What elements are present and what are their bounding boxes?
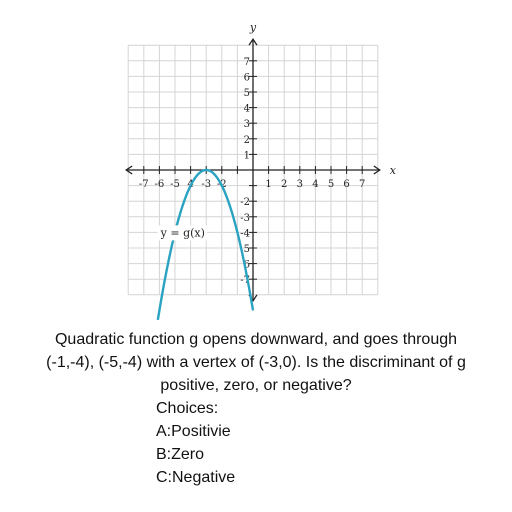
question-block: Quadratic function g opens downward, and… <box>20 328 492 489</box>
x-axis-arrow-left <box>125 165 133 175</box>
choice-c: C:Negative <box>156 469 236 486</box>
y-tick-label: 5 <box>244 88 250 99</box>
parabola-curve <box>156 168 255 320</box>
question-line-1: Quadratic function g opens downward, and… <box>54 331 458 348</box>
x-tick-label: -3 <box>201 179 211 190</box>
x-tick-label: 1 <box>265 179 271 190</box>
y-axis-arrow-up <box>248 38 258 46</box>
x-axis-name: x <box>390 164 397 177</box>
curve-label: y = g(x) <box>160 226 205 239</box>
x-tick-label: 3 <box>297 179 303 190</box>
y-tick-label: -3 <box>240 213 250 224</box>
y-tick-label: 4 <box>244 104 250 115</box>
y-tick-label: -7 <box>240 275 250 286</box>
question-line-3: positive, zero, or negative? <box>160 377 352 394</box>
y-tick-label: 3 <box>244 119 250 130</box>
y-axis-name: y <box>249 21 257 34</box>
y-tick-label: 1 <box>244 150 250 161</box>
x-tick-label: 4 <box>312 179 318 190</box>
choices-label: Choices: <box>156 400 219 417</box>
y-tick-label: 2 <box>244 135 250 146</box>
axis-ticks <box>143 60 363 280</box>
x-axis-arrow-right <box>373 165 381 175</box>
x-tick-label: 2 <box>281 179 287 190</box>
y-tick-label: -2 <box>240 197 250 208</box>
choice-a: A:Positivie <box>156 423 231 440</box>
choices-list: Choices: A:Positivie B:Zero C:Negative <box>156 397 492 489</box>
question-text: Quadratic function g opens downward, and… <box>20 328 492 397</box>
question-line-2: (-1,-4), (-5,-4) with a vertex of (-3,0)… <box>46 354 466 371</box>
x-tick-label: -7 <box>139 179 149 190</box>
y-tick-label: 6 <box>244 260 250 271</box>
y-tick-label: 5 <box>244 244 250 255</box>
choice-b: B:Zero <box>156 446 205 463</box>
y-tick-label: 7 <box>244 57 250 68</box>
axes <box>125 38 381 302</box>
x-tick-label: 6 <box>343 179 349 190</box>
x-tick-label: 5 <box>328 179 334 190</box>
curve-label-background <box>157 225 207 241</box>
x-tick-label: -5 <box>170 179 180 190</box>
x-tick-label: 7 <box>359 179 365 190</box>
x-tick-label: -6 <box>155 179 165 190</box>
y-tick-label: 6 <box>244 72 250 83</box>
y-tick-label: -4 <box>240 228 250 239</box>
